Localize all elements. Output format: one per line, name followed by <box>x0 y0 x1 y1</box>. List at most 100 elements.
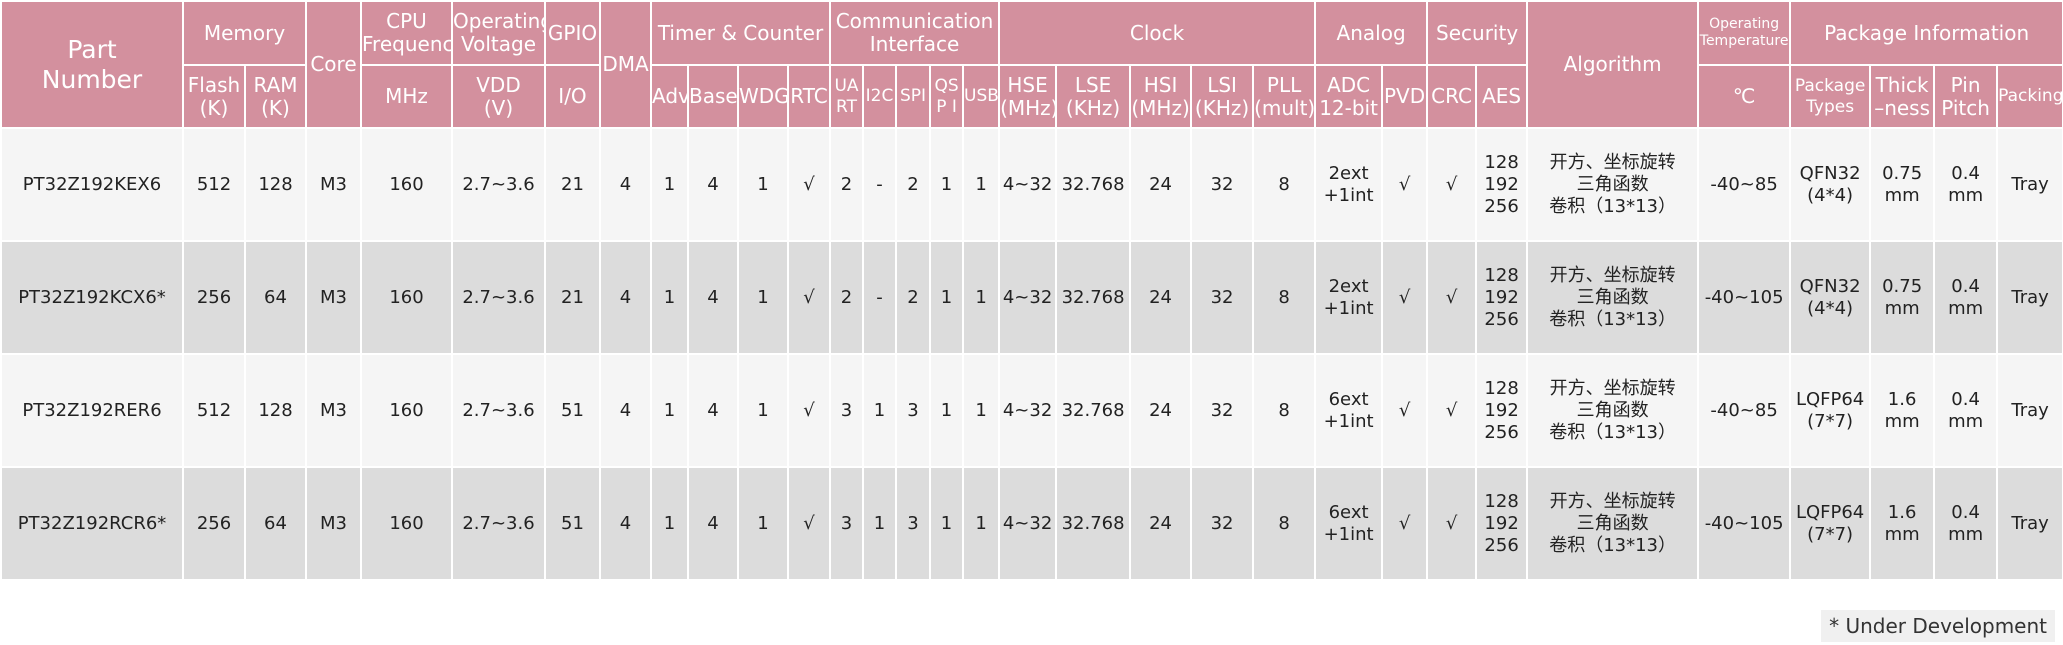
group-header: Security <box>1426 0 1529 66</box>
sub-header: PVD <box>1381 64 1429 129</box>
table-cell: 24 <box>1129 127 1193 242</box>
table-cell: Tray <box>1996 127 2063 242</box>
group-header: Package Information <box>1789 0 2063 66</box>
table-cell: 2 <box>829 240 865 355</box>
table-cell: 512 <box>182 127 246 242</box>
sub-header: SPI <box>895 64 932 129</box>
table-cell: 1 <box>929 353 965 468</box>
table-cell: 32 <box>1190 127 1255 242</box>
table-cell: PT32Z192KCX6* <box>0 240 184 355</box>
table-cell: 24 <box>1129 240 1193 355</box>
table-cell: Tray <box>1996 240 2063 355</box>
group-header: GPIO <box>544 0 601 66</box>
table-cell: 128 192 256 <box>1475 240 1529 355</box>
sub-header: HSE (MHz) <box>998 64 1058 129</box>
table-cell: 32.768 <box>1055 466 1132 581</box>
group-header: DMA <box>599 0 652 129</box>
table-cell: 8 <box>1252 127 1317 242</box>
table-cell: 64 <box>244 240 307 355</box>
table-cell: √ <box>1381 353 1429 468</box>
sub-header: ADC 12-bit <box>1314 64 1384 129</box>
table-cell: 2 <box>895 127 932 242</box>
table-cell: 32.768 <box>1055 127 1132 242</box>
table-cell: 4~32 <box>998 127 1058 242</box>
group-header: Part Number <box>0 0 184 129</box>
table-cell: 128 192 256 <box>1475 353 1529 468</box>
table-row: PT32Z192RCR6* 256 64 M3 160 2.7~3.6 51 4 1 4 1 √ 3 1 3… <box>0 466 2063 581</box>
group-header: Operating Temperature <box>1697 0 1792 66</box>
group-header: Core <box>305 0 362 129</box>
sub-header: UA RT <box>829 64 865 129</box>
table-cell: 128 192 256 <box>1475 127 1529 242</box>
table-cell: 32 <box>1190 353 1255 468</box>
table-cell: Tray <box>1996 353 2063 468</box>
table-cell: 1 <box>862 466 898 581</box>
group-header: Operating Voltage <box>451 0 546 66</box>
table-cell: 1 <box>737 353 789 468</box>
table-cell: 3 <box>829 353 865 468</box>
table-cell: 0.4 mm <box>1933 127 1999 242</box>
table-cell: 1.6 mm <box>1869 353 1936 468</box>
table-cell: 开方、坐标旋转 三角函数 卷积（13*13） <box>1526 127 1700 242</box>
table-cell: M3 <box>305 240 362 355</box>
table-cell: -40~85 <box>1697 127 1792 242</box>
table-cell: 1 <box>962 127 1001 242</box>
table-cell: 4 <box>599 466 652 581</box>
table-cell: 3 <box>895 466 932 581</box>
table-cell: 1 <box>650 240 689 355</box>
table-cell: 开方、坐标旋转 三角函数 卷积（13*13） <box>1526 353 1700 468</box>
table-cell: √ <box>1381 466 1429 581</box>
sub-header: LSE (KHz) <box>1055 64 1132 129</box>
table-cell: 1 <box>929 127 965 242</box>
table-cell: -40~105 <box>1697 240 1792 355</box>
table-cell: 4 <box>687 466 739 581</box>
table-cell: 160 <box>360 240 453 355</box>
table-cell: 1 <box>650 127 689 242</box>
table-cell: QFN32 (4*4) <box>1789 127 1872 242</box>
table-cell: √ <box>1426 466 1478 581</box>
table-cell: 6ext +1int <box>1314 466 1384 581</box>
sub-header: Base <box>687 64 739 129</box>
sub-header: VDD (V) <box>451 64 546 129</box>
table-cell: 3 <box>829 466 865 581</box>
table-cell: 6ext +1int <box>1314 353 1384 468</box>
table-cell: 4 <box>687 127 739 242</box>
table-cell: 256 <box>182 240 246 355</box>
sub-header: USB <box>962 64 1001 129</box>
sub-header: I/O <box>544 64 601 129</box>
table-cell: LQFP64 (7*7) <box>1789 353 1872 468</box>
group-header: Timer & Counter <box>649 0 832 66</box>
table-cell: 1 <box>962 240 1001 355</box>
table-cell: √ <box>1426 353 1478 468</box>
table-cell: 4 <box>599 240 652 355</box>
table-cell: 开方、坐标旋转 三角函数 卷积（13*13） <box>1526 240 1700 355</box>
table-cell: PT32Z192KEX6 <box>0 127 184 242</box>
table-cell: 24 <box>1129 353 1193 468</box>
table-cell: -40~105 <box>1697 466 1792 581</box>
table-cell: PT32Z192RER6 <box>0 353 184 468</box>
sub-header: Thick –ness <box>1869 64 1936 129</box>
table-cell: √ <box>1426 240 1478 355</box>
table-cell: 2.7~3.6 <box>451 353 546 468</box>
table-cell: 1.6 mm <box>1869 466 1936 581</box>
table-cell: √ <box>1381 127 1429 242</box>
table-cell: 4 <box>599 127 652 242</box>
table-cell: √ <box>1426 127 1478 242</box>
table-cell: - <box>862 127 898 242</box>
sub-header: PLL (mult) <box>1252 64 1317 129</box>
sub-header: Adv <box>650 64 689 129</box>
table-row: PT32Z192RER6 512 128 M3 160 2.7~3.6 51 4 1 4 1 √ 3 1 3… <box>0 353 2063 468</box>
table-cell: 1 <box>962 353 1001 468</box>
group-header: Analog <box>1314 0 1429 66</box>
table-cell: 160 <box>360 127 453 242</box>
table-cell: √ <box>1381 240 1429 355</box>
table-cell: 1 <box>929 240 965 355</box>
table-row: PT32Z192KCX6* 256 64 M3 160 2.7~3.6 21 4 1 4 1 √ 2-2… <box>0 240 2063 355</box>
table-cell: 4~32 <box>998 353 1058 468</box>
table-cell: 1 <box>929 466 965 581</box>
table-cell: - <box>862 240 898 355</box>
table-cell: 21 <box>544 127 601 242</box>
